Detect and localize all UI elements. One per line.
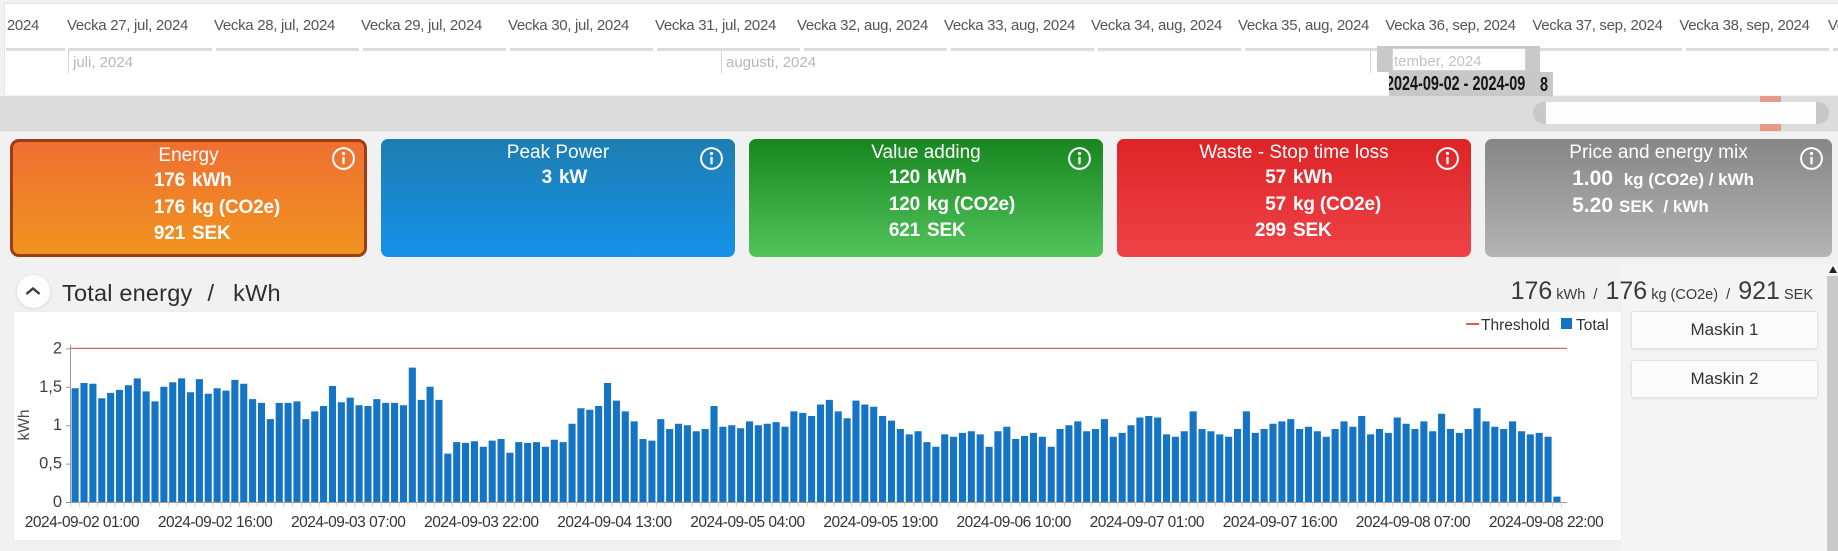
svg-text:Total: Total [1576,317,1609,334]
svg-text:2024-09-05 19:00: 2024-09-05 19:00 [823,514,938,531]
svg-text:0: 0 [53,493,62,511]
svg-text:2: 2 [53,339,62,357]
svg-text:2024-09-02 16:00: 2024-09-02 16:00 [158,514,273,531]
svg-text:kWh: kWh [16,410,33,441]
svg-text:Threshold: Threshold [1481,317,1550,334]
svg-text:1,5: 1,5 [39,378,62,396]
svg-text:1: 1 [53,416,62,434]
svg-text:2024-09-03 22:00: 2024-09-03 22:00 [424,514,539,531]
svg-text:2024-09-03 07:00: 2024-09-03 07:00 [291,514,406,531]
svg-text:2024-09-07 16:00: 2024-09-07 16:00 [1223,514,1338,531]
svg-text:2024-09-02 01:00: 2024-09-02 01:00 [25,514,140,531]
svg-text:2024-09-07 01:00: 2024-09-07 01:00 [1090,514,1205,531]
svg-text:2024-09-08 07:00: 2024-09-08 07:00 [1356,514,1471,531]
svg-text:2024-09-04 13:00: 2024-09-04 13:00 [557,514,672,531]
svg-text:2024-09-08 22:00: 2024-09-08 22:00 [1489,514,1604,531]
svg-text:2024-09-05 04:00: 2024-09-05 04:00 [690,514,805,531]
svg-text:0,5: 0,5 [39,455,62,473]
svg-text:2024-09-06 10:00: 2024-09-06 10:00 [957,514,1072,531]
